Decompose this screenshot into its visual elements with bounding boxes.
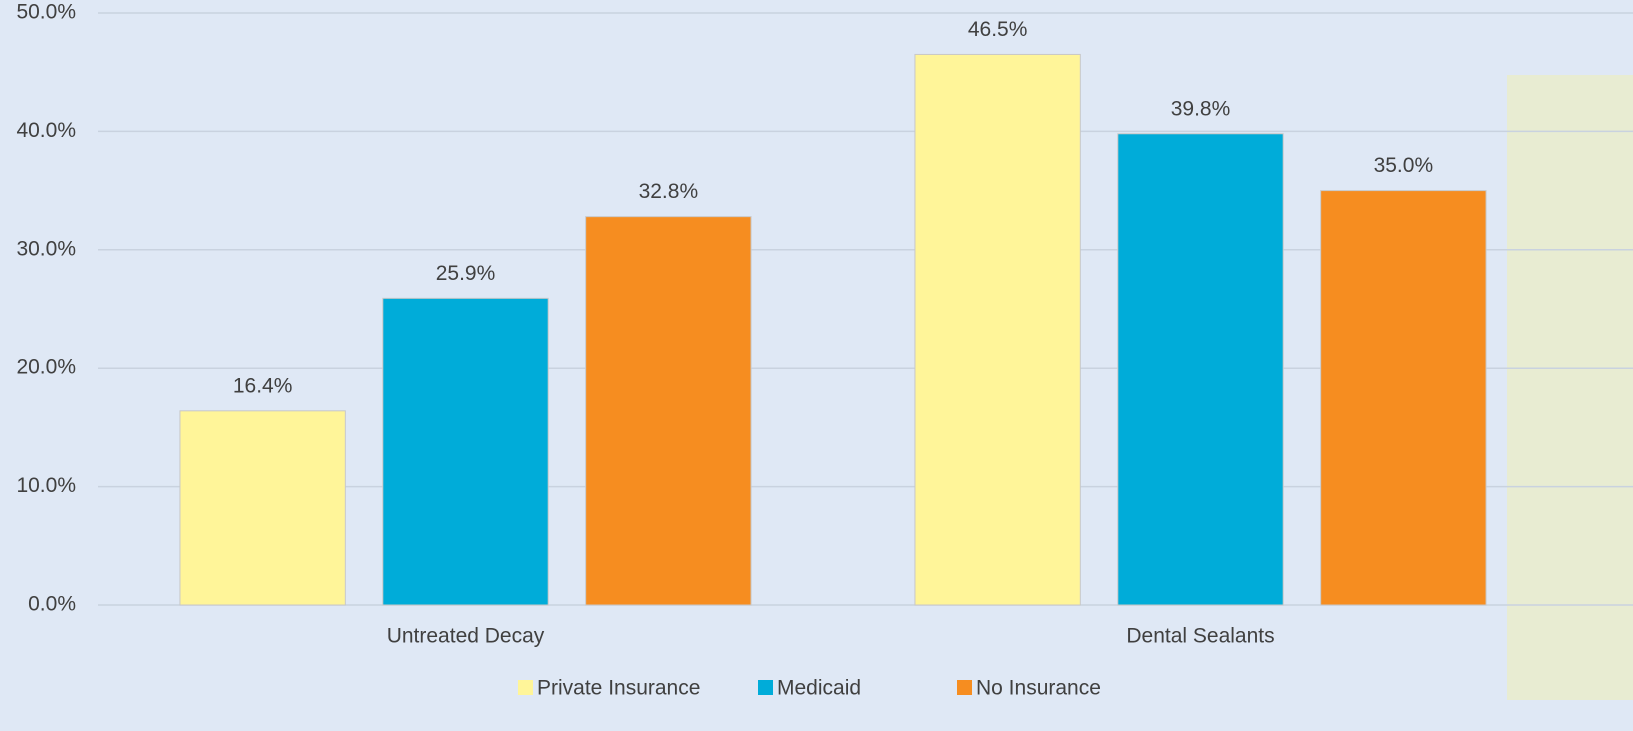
legend-swatch bbox=[518, 680, 533, 695]
legend-swatch bbox=[758, 680, 773, 695]
value-label: 25.9% bbox=[436, 262, 496, 285]
y-tick-label: 50.0% bbox=[16, 1, 76, 24]
side-panel bbox=[1507, 75, 1633, 700]
y-tick-label: 30.0% bbox=[16, 237, 76, 260]
legend-label: No Insurance bbox=[976, 677, 1101, 700]
y-tick-label: 10.0% bbox=[16, 474, 76, 497]
value-label: 35.0% bbox=[1374, 154, 1434, 177]
bar bbox=[1320, 190, 1487, 606]
legend-swatch bbox=[957, 680, 972, 695]
y-tick-label: 20.0% bbox=[16, 356, 76, 379]
x-tick-label: Untreated Decay bbox=[387, 625, 545, 648]
value-label: 39.8% bbox=[1171, 97, 1231, 120]
legend-label: Medicaid bbox=[777, 677, 861, 700]
bar bbox=[1117, 133, 1284, 606]
bar bbox=[382, 297, 549, 606]
bar bbox=[914, 53, 1081, 606]
y-tick-label: 0.0% bbox=[28, 593, 76, 616]
value-label: 32.8% bbox=[639, 180, 699, 203]
legend-label: Private Insurance bbox=[537, 677, 700, 700]
bar bbox=[585, 216, 752, 606]
x-tick-label: Dental Sealants bbox=[1126, 625, 1274, 648]
value-label: 16.4% bbox=[233, 374, 293, 397]
y-tick-label: 40.0% bbox=[16, 119, 76, 142]
bar bbox=[179, 410, 346, 606]
value-label: 46.5% bbox=[968, 18, 1028, 41]
